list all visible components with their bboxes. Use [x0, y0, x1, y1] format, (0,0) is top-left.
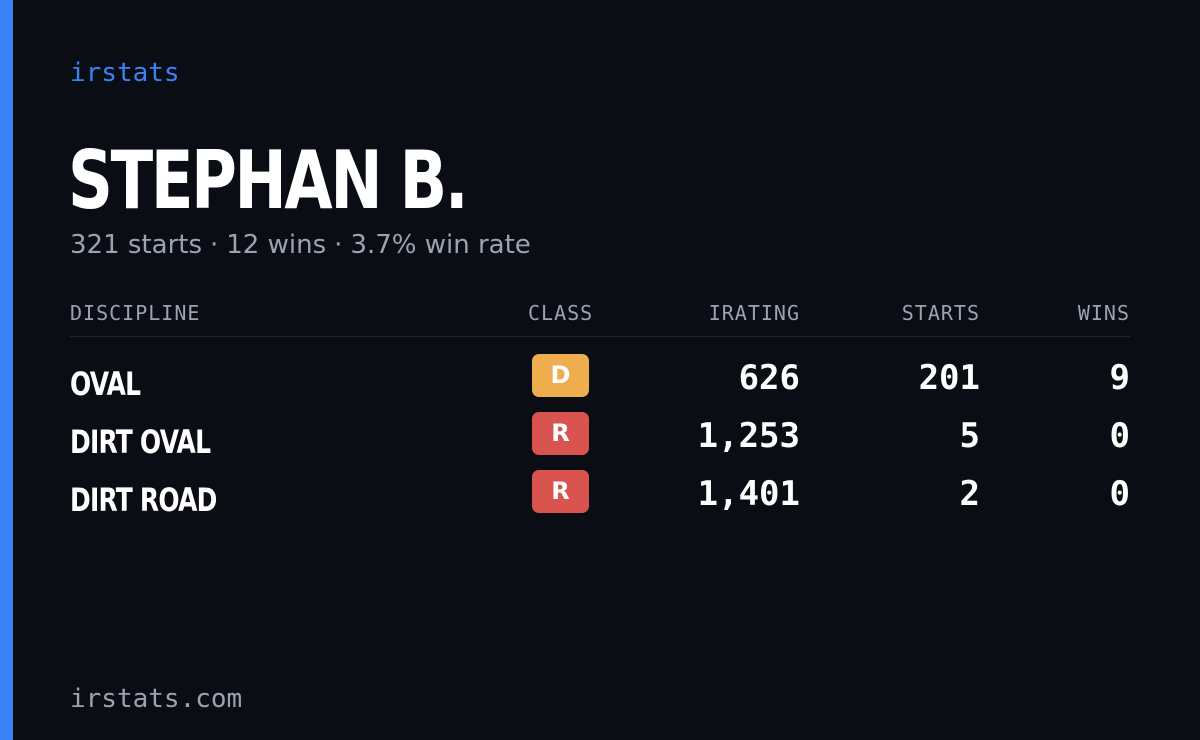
- header-starts: STARTS: [901, 301, 980, 325]
- summary-separator: ·: [334, 230, 343, 260]
- class-badge: D: [532, 354, 589, 397]
- player-summary: 321 starts · 12 wins · 3.7% win rate: [70, 228, 531, 262]
- irating-value: 1,401: [697, 474, 800, 514]
- irating-value: 626: [738, 358, 800, 398]
- starts-value: 5: [959, 416, 980, 456]
- class-badge: R: [532, 470, 589, 513]
- discipline-name: DIRT ROAD: [70, 481, 217, 519]
- header-discipline: DISCIPLINE: [70, 301, 201, 325]
- wins-value: 0: [1109, 474, 1130, 514]
- table-row: OVAL D 626 201 9: [70, 354, 1130, 404]
- discipline-name: DIRT OVAL: [70, 423, 211, 461]
- footer-url: irstats.com: [70, 684, 243, 714]
- starts-total: 321 starts: [70, 230, 202, 260]
- accent-bar: [0, 0, 13, 740]
- table-row: DIRT OVAL R 1,253 5 0: [70, 412, 1130, 462]
- header-wins: WINS: [1077, 301, 1130, 325]
- class-badge: R: [532, 412, 589, 455]
- summary-separator: ·: [210, 230, 219, 260]
- wins-value: 0: [1109, 416, 1130, 456]
- win-rate: 3.7% win rate: [350, 230, 531, 260]
- starts-value: 201: [918, 358, 980, 398]
- starts-value: 2: [959, 474, 980, 514]
- header-divider: [70, 336, 1130, 337]
- table-row: DIRT ROAD R 1,401 2 0: [70, 470, 1130, 520]
- brand-logo-text: irstats: [70, 58, 180, 88]
- irating-value: 1,253: [697, 416, 800, 456]
- wins-value: 9: [1109, 358, 1130, 398]
- player-name: STEPHAN B.: [68, 134, 469, 227]
- wins-total: 12 wins: [226, 230, 327, 260]
- header-class: CLASS: [528, 301, 594, 325]
- discipline-name: OVAL: [70, 365, 141, 403]
- table-header: DISCIPLINE CLASS IRATING STARTS WINS: [70, 298, 1130, 328]
- header-irating: IRATING: [708, 301, 800, 325]
